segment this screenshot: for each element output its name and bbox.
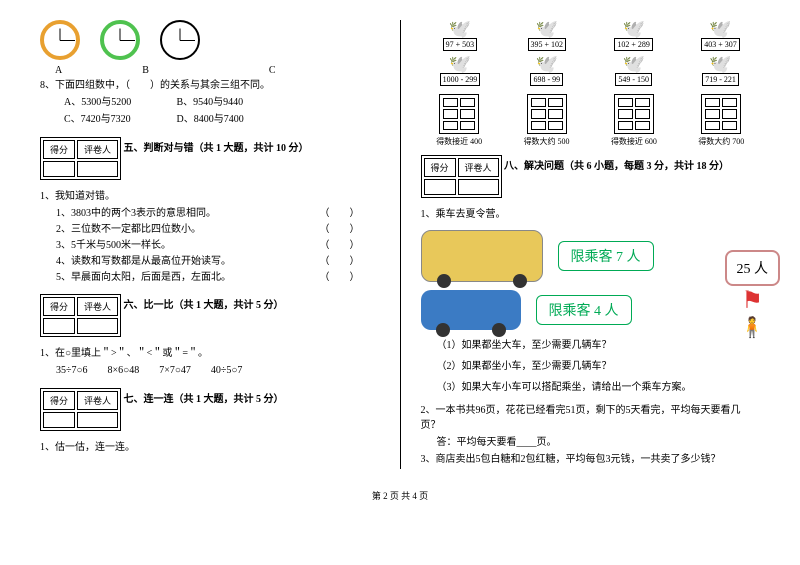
sub-q3: （3）如果大车小车可以搭配乘坐，请给出一个乘车方案。: [421, 380, 761, 395]
grader-label: 评卷人: [77, 391, 118, 410]
q8-opt-d: D、8400与7400: [177, 114, 244, 125]
building-item: 得数接近 400: [421, 94, 498, 147]
guide-icon: 🧍: [725, 315, 781, 340]
section-7-title: 七、连一连（共 1 大题，共计 5 分）: [124, 390, 284, 405]
clock-c: [160, 20, 200, 60]
building-item: 得数大约 500: [508, 94, 585, 147]
tour-section: 限乘客 7 人 限乘客 4 人 25 人 ⚑ 🧍: [421, 230, 761, 330]
birds-row-1: 🕊️97 + 503 🕊️395 + 102 🕊️102 + 289 🕊️403…: [421, 20, 761, 51]
score-box: 得分评卷人: [40, 388, 121, 431]
building-icon: [614, 94, 654, 134]
building-icon: [701, 94, 741, 134]
q8-opt-a: A、5300与5200: [64, 95, 174, 110]
bird-item: 🕊️97 + 503: [421, 20, 500, 51]
right-column: 🕊️97 + 503 🕊️395 + 102 🕊️102 + 289 🕊️403…: [421, 20, 761, 469]
left-column: A B C 8、下面四组数中，（ ）的关系与其余三组不同。 A、5300与520…: [40, 20, 380, 469]
clock-row: [40, 20, 380, 60]
judge-item: 2、三位数不一定都比四位数小。（ ）: [40, 222, 380, 238]
sub-q2: （2）如果都坐小车，至少需要几辆车？: [421, 359, 761, 374]
car-limit: 限乘客 4 人: [536, 295, 632, 325]
section-6-title: 六、比一比（共 1 大题，共计 5 分）: [124, 296, 284, 311]
bird-icon: 🕊️: [681, 55, 760, 73]
building-item: 得数大约 700: [683, 94, 760, 147]
car-icon: [421, 290, 521, 330]
car-row: 限乘客 4 人: [421, 290, 761, 330]
building-icon: [527, 94, 567, 134]
grader-label: 评卷人: [77, 297, 118, 316]
connect-lead: 1、估一估，连一连。: [40, 440, 380, 455]
bird-icon: 🕊️: [421, 20, 500, 38]
column-divider: [400, 20, 401, 469]
section-8-title: 八、解决问题（共 6 小题，每题 3 分，共计 18 分）: [504, 157, 729, 172]
bird-icon: 🕊️: [421, 55, 500, 73]
building-icon: [439, 94, 479, 134]
birds-row-2: 🕊️1000 - 299 🕊️698 - 99 🕊️549 - 150 🕊️71…: [421, 55, 761, 86]
judge-item: 4、读数和写数都是从最高位开始读写。（ ）: [40, 254, 380, 270]
judge-item: 5、早晨面向太阳，后面是西，左面北。（ ）: [40, 270, 380, 286]
tour-guide: 25 人 ⚑ 🧍: [725, 250, 781, 340]
score-box: 得分评卷人: [40, 294, 121, 337]
score-label: 得分: [43, 391, 75, 410]
sub-q1: （1）如果都坐大车，至少需要几辆车？: [421, 338, 761, 353]
bus-limit: 限乘客 7 人: [558, 241, 654, 271]
q8-opt-b: B、9540与9440: [177, 97, 244, 108]
clock-label: B: [142, 65, 149, 76]
bird-icon: 🕊️: [594, 20, 673, 38]
bird-item: 🕊️395 + 102: [507, 20, 586, 51]
bird-icon: 🕊️: [681, 20, 760, 38]
score-box: 得分评卷人: [421, 155, 502, 198]
q8-1: 1、乘车去夏令营。: [421, 207, 761, 222]
q8-2-ans: 答：平均每天要看____页。: [421, 435, 761, 450]
bird-item: 🕊️719 - 221: [681, 55, 760, 86]
score-label: 得分: [424, 158, 456, 177]
bird-item: 🕊️698 - 99: [507, 55, 586, 86]
bird-item: 🕊️102 + 289: [594, 20, 673, 51]
q8-2: 2、一本书共96页，花花已经看完51页，剩下的5天看完，平均每天要看几页？: [421, 403, 761, 433]
bird-item: 🕊️1000 - 299: [421, 55, 500, 86]
judge-item: 3、5千米与500米一样长。（ ）: [40, 238, 380, 254]
compare-expr: 35÷7○6 8×6○48 7×7○47 40÷5○7: [40, 363, 380, 378]
bird-icon: 🕊️: [507, 20, 586, 38]
building-item: 得数接近 600: [595, 94, 672, 147]
clock-a: [40, 20, 80, 60]
bus-icon: [421, 230, 543, 282]
judge-item: 1、3803中的两个3表示的意思相同。（ ）: [40, 206, 380, 222]
clock-label: C: [269, 65, 276, 76]
grader-label: 评卷人: [77, 140, 118, 159]
bus-row: 限乘客 7 人: [421, 230, 761, 282]
q8-3: 3、商店卖出5包白糖和2包红糖，平均每包3元钱，一共卖了多少钱？: [421, 452, 761, 467]
judge-lead: 1、我知道对错。: [40, 189, 380, 204]
flag-icon: ⚑: [725, 286, 781, 315]
buildings-row: 得数接近 400 得数大约 500 得数接近 600 得数大约 700: [421, 94, 761, 147]
bird-item: 🕊️403 + 307: [681, 20, 760, 51]
q8-opt-c: C、7420与7320: [64, 112, 174, 127]
bird-item: 🕊️549 - 150: [594, 55, 673, 86]
q8-stem: 8、下面四组数中，（ ）的关系与其余三组不同。: [40, 78, 380, 93]
people-count: 25 人: [725, 250, 781, 286]
score-label: 得分: [43, 140, 75, 159]
compare-lead: 1、在○里填上＂>＂、＂<＂或＂=＂。: [40, 346, 380, 361]
clock-label: A: [55, 65, 62, 76]
score-label: 得分: [43, 297, 75, 316]
bird-icon: 🕊️: [507, 55, 586, 73]
section-5-title: 五、判断对与错（共 1 大题，共计 10 分）: [124, 139, 309, 154]
bird-icon: 🕊️: [594, 55, 673, 73]
clock-b: [100, 20, 140, 60]
page-footer: 第 2 页 共 4 页: [40, 489, 760, 502]
grader-label: 评卷人: [458, 158, 499, 177]
score-box: 得分评卷人: [40, 137, 121, 180]
